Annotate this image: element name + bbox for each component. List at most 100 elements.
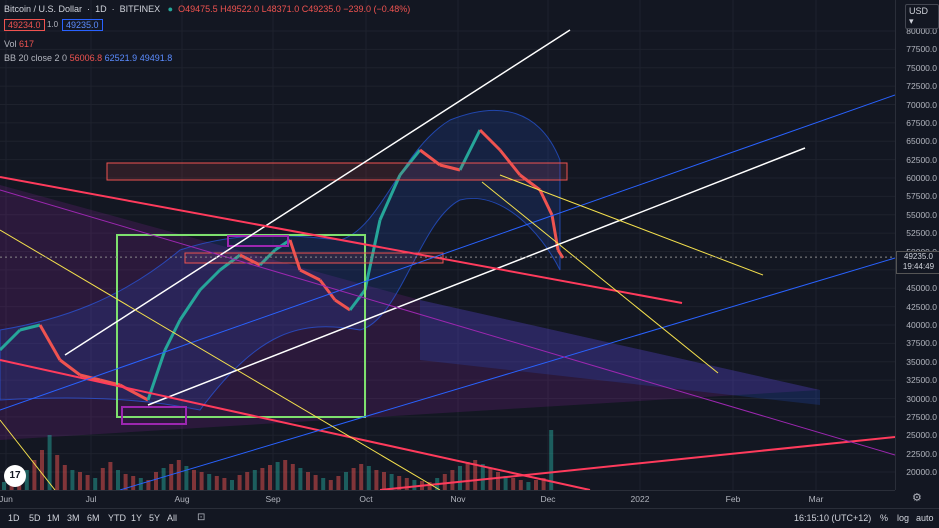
volume-bar: [313, 475, 318, 490]
exchange-label: BITFINEX: [119, 4, 161, 14]
yellow-trend-line: [499, 174, 764, 276]
volume-bar: [192, 470, 196, 490]
symbol-name[interactable]: Bitcoin / U.S. Dollar: [4, 4, 83, 14]
price-candle-segment: [439, 163, 461, 172]
time-tick-label: Oct: [359, 494, 373, 504]
volume-bar: [359, 464, 364, 490]
clock[interactable]: 16:15:10 (UTC+12): [794, 513, 872, 523]
price-tick-label: 45000.0: [906, 283, 937, 294]
price-candle-segment: [0, 328, 22, 352]
red-trend-line: [379, 436, 895, 490]
volume-bar: [503, 476, 508, 490]
price-candle-segment: [288, 239, 302, 271]
yellow-trend-line: [0, 419, 56, 490]
time-tick-label: Mar: [808, 494, 824, 504]
time-tick-label: Jun: [0, 494, 13, 504]
volume-bar: [70, 470, 75, 490]
price-candle-segment: [79, 373, 101, 382]
volume-bar: [442, 474, 447, 490]
price-tick-label: 62500.0: [906, 154, 937, 165]
chart-area[interactable]: Bitcoin / U.S. Dollar · 1D · BITFINEX ● …: [0, 0, 895, 490]
bollinger-band: [0, 109, 561, 411]
range-button-1y[interactable]: 1Y: [131, 513, 143, 523]
price-candle-segment: [550, 214, 560, 251]
blue-trend-line: [119, 257, 895, 490]
price-candle-segment: [348, 289, 367, 311]
gear-icon[interactable]: ⚙: [912, 492, 922, 504]
range-button-all[interactable]: All: [167, 513, 178, 523]
range-button-1d[interactable]: 1D: [8, 513, 20, 523]
time-tick-label: 2022: [630, 494, 650, 504]
volume-legend[interactable]: Vol 617: [4, 39, 34, 49]
volume-bar: [534, 480, 538, 490]
range-button-3m[interactable]: 3M: [67, 513, 80, 523]
log-toggle[interactable]: log: [897, 513, 910, 523]
volume-bar: [40, 450, 44, 490]
vol-label: Vol: [4, 39, 17, 49]
range-button-1m[interactable]: 1M: [47, 513, 60, 523]
volume-bar: [161, 468, 166, 490]
price-tick-label: 52500.0: [906, 228, 937, 239]
chevron-down-icon: ▾: [909, 16, 914, 26]
volume-bar: [245, 472, 250, 490]
range-button-6m[interactable]: 6M: [87, 513, 100, 523]
volume-bar: [237, 475, 242, 490]
red-trend-line: [0, 359, 591, 490]
currency-selector[interactable]: USD ▾: [905, 4, 939, 29]
sell-price-box[interactable]: 49234.0: [4, 19, 45, 31]
price-tick-label: 32500.0: [906, 375, 937, 386]
time-tick-label: Jul: [85, 494, 97, 504]
price-chart[interactable]: [0, 0, 895, 490]
price-candle-segment: [318, 279, 337, 301]
price-tick-label: 20000.0: [906, 467, 937, 477]
volume-bar: [518, 480, 523, 490]
price-candle-segment: [178, 289, 202, 321]
time-tick-label: Sep: [265, 494, 281, 504]
volume-bar: [252, 470, 257, 490]
volume-bar: [32, 460, 37, 490]
red-trend-line: [0, 176, 683, 304]
volume-bar: [24, 470, 29, 490]
price-tick-label: 70000.0: [906, 99, 937, 110]
time-axis[interactable]: Jun Jul Aug Sep Oct Nov Dec 2022 Feb Mar: [0, 490, 895, 509]
volume-bar: [382, 472, 386, 490]
resistance-zone: [106, 162, 568, 181]
volume-bar: [321, 478, 326, 490]
price-tick-label: 40000.0: [906, 320, 937, 330]
volume-bar: [480, 464, 485, 490]
bar-countdown: 19:44:49: [902, 262, 935, 271]
volume-bar: [511, 478, 516, 490]
interval-label[interactable]: 1D: [95, 4, 107, 14]
bollinger-legend[interactable]: BB 20 close 2 0 56006.8 62521.9 49491.8: [4, 53, 172, 63]
range-button-5y[interactable]: 5Y: [149, 513, 161, 523]
volume-bar: [2, 482, 6, 490]
volume-bar: [62, 465, 67, 490]
tradingview-logo-icon[interactable]: 17: [4, 465, 26, 487]
price-candle-segment: [519, 173, 541, 192]
range-button-ytd[interactable]: YTD: [108, 513, 126, 523]
price-axis[interactable]: 80000.0 77500.0 75000.0 72500.0 70000.0 67500…: [895, 0, 939, 490]
volume-bar: [450, 470, 455, 490]
range-button-5d[interactable]: 5D: [29, 513, 41, 523]
calendar-range-icon[interactable]: ⊡: [197, 512, 206, 523]
auto-toggle[interactable]: auto: [916, 513, 934, 523]
price-tick-label: 27500.0: [906, 411, 937, 422]
percent-toggle[interactable]: %: [880, 513, 889, 523]
price-tick-label: 60000.0: [906, 173, 937, 183]
volume-bar: [154, 472, 158, 490]
volume-bar: [496, 472, 500, 490]
buy-price-box[interactable]: 49235.0: [62, 19, 103, 31]
price-tick-label: 75000.0: [906, 62, 937, 73]
bb-upper: 62521.9: [104, 53, 138, 63]
price-tick-label: 55000.0: [906, 209, 937, 220]
volume-bar: [283, 460, 288, 490]
volume-bar: [55, 455, 60, 490]
white-trend-line: [64, 29, 571, 356]
volume-bar: [549, 430, 554, 490]
volume-bar: [199, 472, 204, 490]
price-candle-segment: [378, 174, 402, 221]
volume-bar: [328, 480, 333, 490]
support-zone: [184, 252, 444, 264]
last-price-tag: 49235.0 19:44:49: [896, 251, 939, 274]
price-tick-label: 30000.0: [906, 393, 937, 404]
